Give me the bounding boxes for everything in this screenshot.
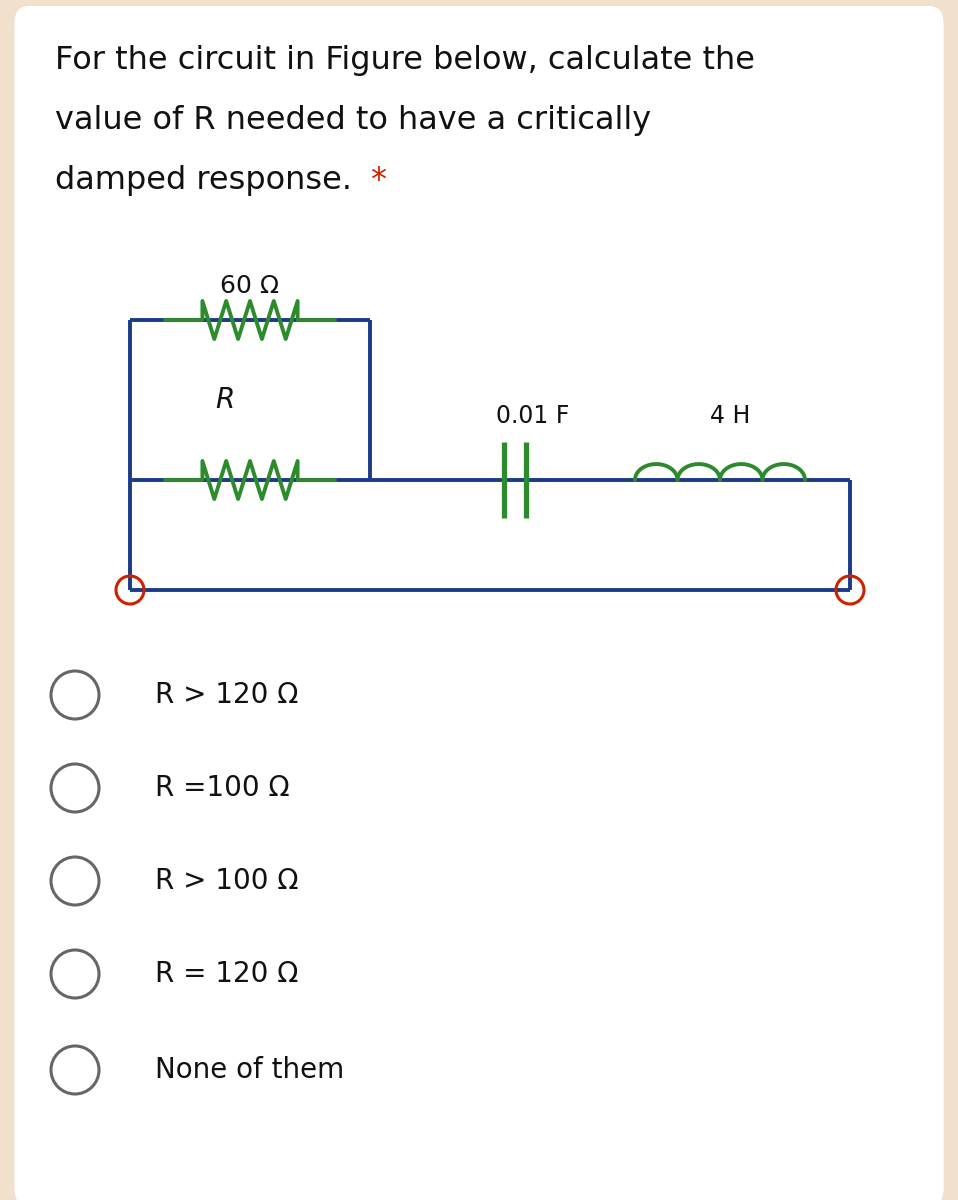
Text: 0.01 F: 0.01 F bbox=[496, 404, 570, 428]
Text: R > 120 Ω: R > 120 Ω bbox=[155, 680, 298, 709]
Text: For the circuit in Figure below, calculate the: For the circuit in Figure below, calcula… bbox=[55, 44, 755, 76]
Text: 60 Ω: 60 Ω bbox=[220, 274, 280, 298]
Text: *: * bbox=[370, 164, 386, 196]
Text: value of R needed to have a critically: value of R needed to have a critically bbox=[55, 104, 651, 136]
Text: R =100 Ω: R =100 Ω bbox=[155, 774, 289, 802]
Text: damped response.: damped response. bbox=[55, 164, 352, 196]
Text: R: R bbox=[216, 386, 235, 414]
Text: 4 H: 4 H bbox=[710, 404, 750, 428]
Text: R > 100 Ω: R > 100 Ω bbox=[155, 866, 299, 895]
Text: None of them: None of them bbox=[155, 1056, 344, 1084]
Text: R = 120 Ω: R = 120 Ω bbox=[155, 960, 298, 988]
